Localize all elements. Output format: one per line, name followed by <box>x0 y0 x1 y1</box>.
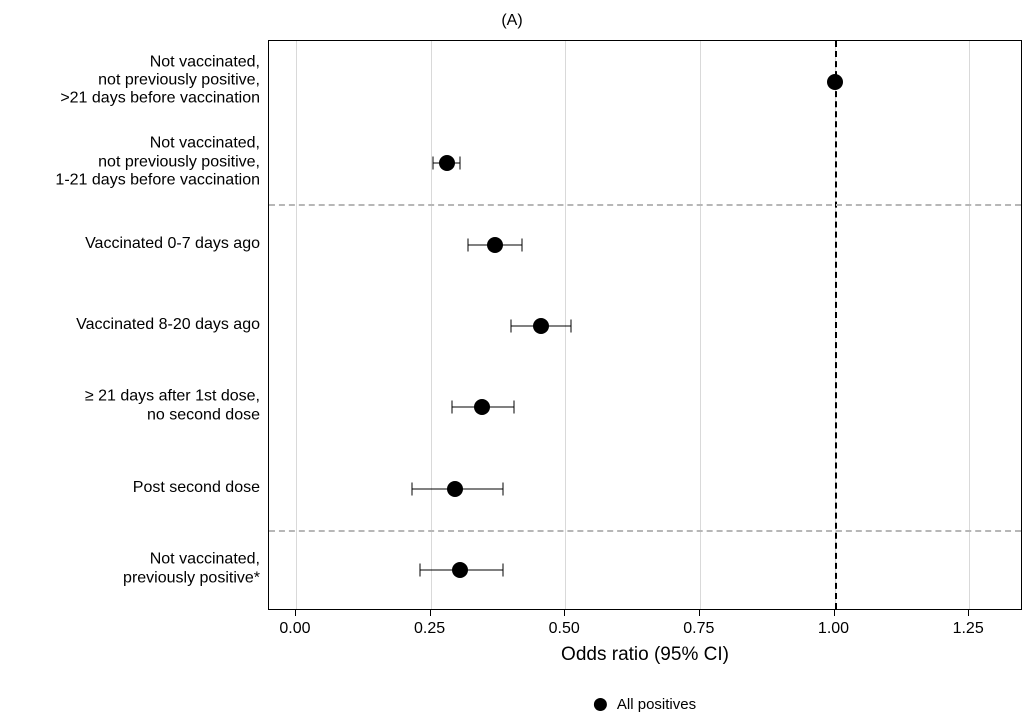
ci-cap <box>460 157 461 170</box>
point-estimate <box>447 481 463 497</box>
x-tick-label: 1.25 <box>953 620 984 638</box>
panel-title: (A) <box>501 12 522 30</box>
category-label: ≥ 21 days after 1st dose, no second dose <box>85 388 260 425</box>
ci-cap <box>419 564 420 577</box>
x-tick-label: 0.75 <box>683 620 714 638</box>
ci-cap <box>411 482 412 495</box>
legend: All positives <box>594 696 696 713</box>
x-tick-mark <box>968 610 969 616</box>
x-tick-label: 0.50 <box>549 620 580 638</box>
legend-label: All positives <box>617 696 696 713</box>
x-tick-mark <box>430 610 431 616</box>
gridline-vertical <box>700 41 701 609</box>
x-tick-mark <box>564 610 565 616</box>
x-tick-mark <box>834 610 835 616</box>
point-estimate <box>474 399 490 415</box>
ci-cap <box>503 482 504 495</box>
ci-cap <box>570 320 571 333</box>
point-estimate <box>439 155 455 171</box>
section-separator <box>269 204 1021 206</box>
gridline-vertical <box>969 41 970 609</box>
category-label: Not vaccinated, not previously positive,… <box>55 135 260 190</box>
ci-cap <box>522 238 523 251</box>
category-label: Not vaccinated, previously positive* <box>123 551 260 588</box>
ci-cap <box>468 238 469 251</box>
x-tick-label: 0.00 <box>279 620 310 638</box>
x-tick-mark <box>699 610 700 616</box>
x-tick-label: 1.00 <box>818 620 849 638</box>
point-estimate <box>827 74 843 90</box>
forest-plot-canvas: (A) Odds ratio (95% CI) All positives 0.… <box>0 0 1024 725</box>
ci-cap <box>514 401 515 414</box>
point-estimate <box>533 318 549 334</box>
category-label: Not vaccinated, not previously positive,… <box>60 53 260 108</box>
ci-cap <box>452 401 453 414</box>
category-label: Post second dose <box>133 479 260 497</box>
gridline-vertical <box>431 41 432 609</box>
plot-area <box>268 40 1022 610</box>
gridline-vertical <box>296 41 297 609</box>
category-label: Vaccinated 0-7 days ago <box>85 234 260 252</box>
x-tick-mark <box>295 610 296 616</box>
section-separator <box>269 530 1021 532</box>
legend-swatch-icon <box>594 698 607 711</box>
category-label: Vaccinated 8-20 days ago <box>76 316 260 334</box>
reference-line <box>835 41 837 609</box>
ci-cap <box>433 157 434 170</box>
point-estimate <box>487 237 503 253</box>
ci-cap <box>511 320 512 333</box>
x-tick-label: 0.25 <box>414 620 445 638</box>
x-axis-title: Odds ratio (95% CI) <box>561 644 729 666</box>
point-estimate <box>452 562 468 578</box>
ci-cap <box>503 564 504 577</box>
